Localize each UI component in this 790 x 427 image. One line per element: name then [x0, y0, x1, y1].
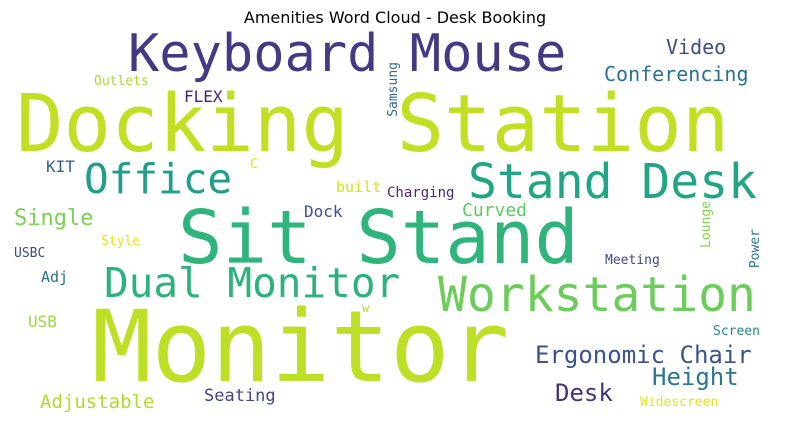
chart-title: Amenities Word Cloud - Desk Booking [243, 8, 547, 27]
word-stand-desk: Stand Desk [468, 154, 757, 210]
word-style: Style [101, 234, 141, 249]
word-charging: Charging [387, 185, 455, 201]
word-samsung: Samsung [386, 62, 401, 117]
word-adj: Adj [41, 268, 69, 286]
word-adjustable: Adjustable [40, 391, 155, 413]
word-outlets: Outlets [94, 74, 149, 89]
word-lounge: Lounge [699, 201, 714, 248]
word-keyboard-mouse: Keyboard Mouse [128, 24, 567, 84]
word-widescreen: Widescreen [640, 395, 719, 410]
word-height: Height [652, 363, 739, 391]
word-cloud: Keyboard Mouse Docking Station Monitor S… [12, 24, 778, 420]
word-single: Single [14, 206, 94, 231]
word-conferencing: Conferencing [604, 62, 749, 86]
word-desk: Desk [555, 379, 613, 407]
word-usb: USB [28, 312, 57, 331]
word-kit: KIT [46, 157, 75, 176]
word-video: Video [666, 35, 727, 59]
word-meeting: Meeting [605, 253, 660, 268]
word-workstation: Workstation [438, 267, 756, 323]
word-flex: FLEX [184, 87, 223, 106]
word-office: Office [84, 155, 233, 203]
word-sit-stand: Sit Stand [178, 195, 579, 281]
word-usbc: USBC [14, 246, 46, 261]
word-curved: Curved [462, 200, 528, 221]
word-built: built [336, 178, 382, 196]
word-c: C [250, 157, 258, 172]
word-w: w [362, 301, 370, 315]
word-monitor: Monitor [92, 290, 510, 405]
word-dual-monitor: Dual Monitor [104, 259, 401, 307]
word-dock: Dock [304, 202, 343, 221]
word-screen: Screen [713, 324, 760, 339]
word-ergonomic-chair: Ergonomic Chair [535, 341, 752, 369]
word-docking-station: Docking Station [16, 78, 730, 170]
word-power: Power [748, 229, 763, 269]
word-seating: Seating [204, 386, 276, 406]
